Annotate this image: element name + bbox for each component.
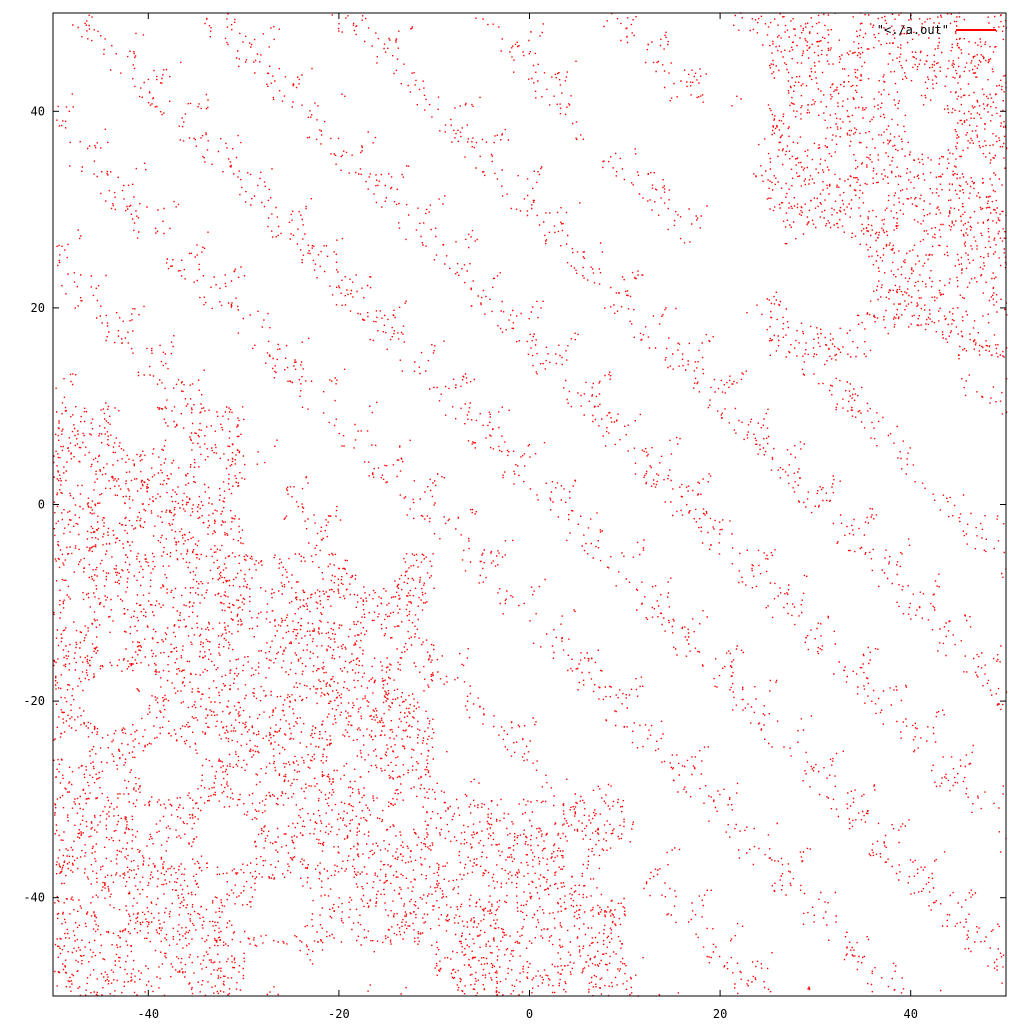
- y-tick-label: 20: [31, 301, 45, 315]
- series-points: [53, 12, 1008, 997]
- legend: "<./a.out": [877, 23, 996, 37]
- y-tick-label: 40: [31, 104, 45, 118]
- y-tick-label: -40: [23, 891, 45, 905]
- x-tick-label: -20: [328, 1007, 350, 1021]
- y-tick-label: 0: [38, 498, 45, 512]
- legend-label: "<./a.out": [877, 23, 949, 37]
- x-tick-label: -40: [137, 1007, 159, 1021]
- data-points: [53, 12, 1008, 997]
- x-tick-label: 40: [903, 1007, 917, 1021]
- x-tick-label: 20: [713, 1007, 727, 1021]
- y-tick-label: -20: [23, 694, 45, 708]
- x-tick-label: 0: [526, 1007, 533, 1021]
- axis-ticks: -40 -20 0 20 40 -40 -20 0 20 40: [23, 13, 1006, 1021]
